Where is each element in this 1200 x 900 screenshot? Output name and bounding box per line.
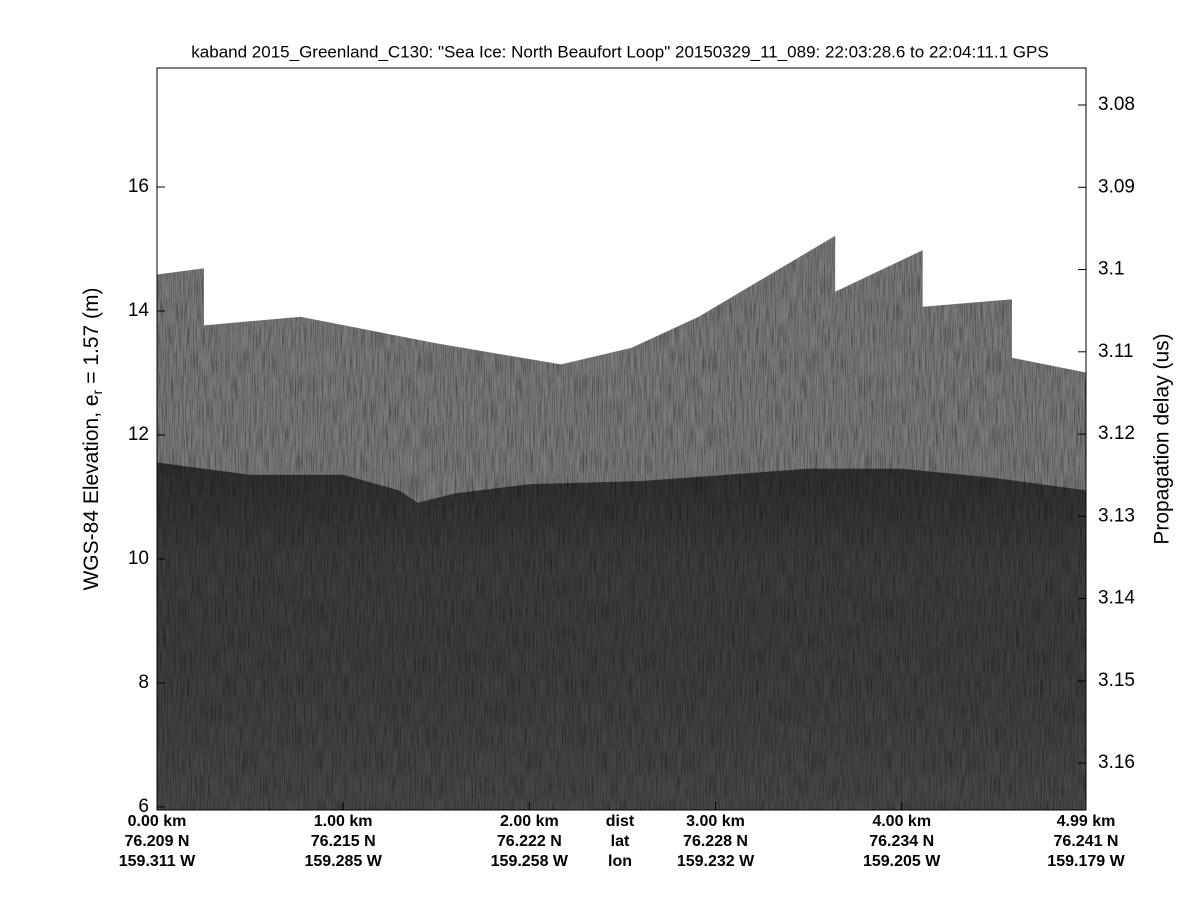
lon-label: 159.205 W xyxy=(863,853,941,870)
y2-tick-label: 3.15 xyxy=(1098,670,1135,691)
y2-tick-label: 3.09 xyxy=(1098,176,1135,197)
x-tick-label: 0.00 km xyxy=(128,813,187,830)
x-tick-label: 3.00 km xyxy=(686,813,745,830)
axes-box xyxy=(156,67,1087,811)
lat-label: 76.241 N xyxy=(1054,833,1119,850)
y-label-sub: r xyxy=(89,389,105,394)
lat-label: 76.228 N xyxy=(683,833,748,850)
y-tick-label: 6 xyxy=(138,796,149,817)
lon-label: 159.285 W xyxy=(304,853,382,870)
plot-area xyxy=(156,67,1087,811)
y2-axis-label: Propagation delay (us) xyxy=(1151,333,1174,544)
lat-label: 76.215 N xyxy=(311,833,376,850)
lon-label: 159.232 W xyxy=(677,853,755,870)
lon-label: 159.258 W xyxy=(491,853,569,870)
y-tick-label: 16 xyxy=(128,176,149,197)
row-label: lon xyxy=(608,853,632,870)
row-label: dist xyxy=(606,813,635,830)
y-tick-label: 8 xyxy=(138,672,149,693)
y-axis-label: WGS-84 Elevation, er = 1.57 (m) xyxy=(80,287,105,590)
y-label-main: WGS-84 Elevation, e xyxy=(80,394,103,590)
y2-tick-label: 3.12 xyxy=(1098,423,1135,444)
lon-label: 159.179 W xyxy=(1047,853,1125,870)
y2-tick-label: 3.13 xyxy=(1098,505,1135,526)
lat-label: 76.209 N xyxy=(125,833,190,850)
x-tick-label: 1.00 km xyxy=(314,813,373,830)
y2-tick-label: 3.11 xyxy=(1098,341,1134,362)
y-tick-label: 12 xyxy=(128,424,149,445)
y2-tick-label: 3.14 xyxy=(1098,588,1135,609)
y-tick-label: 10 xyxy=(128,548,149,569)
x-tick-label: 4.99 km xyxy=(1057,813,1116,830)
y-label-rest: = 1.57 (m) xyxy=(80,287,103,383)
lon-label: 159.311 W xyxy=(119,853,196,870)
x-tick-label: 2.00 km xyxy=(500,813,559,830)
lat-label: 76.234 N xyxy=(869,833,934,850)
lat-label: 76.222 N xyxy=(497,833,562,850)
y2-tick-label: 3.16 xyxy=(1098,752,1135,773)
x-tick-label: 4.00 km xyxy=(872,813,931,830)
y-tick-label: 14 xyxy=(128,300,150,321)
row-label: lat xyxy=(611,833,630,850)
y2-tick-label: 3.08 xyxy=(1098,94,1135,115)
y2-tick-label: 3.1 xyxy=(1098,259,1124,280)
chart-title: kaband 2015_Greenland_C130: "Sea Ice: No… xyxy=(191,42,1048,61)
